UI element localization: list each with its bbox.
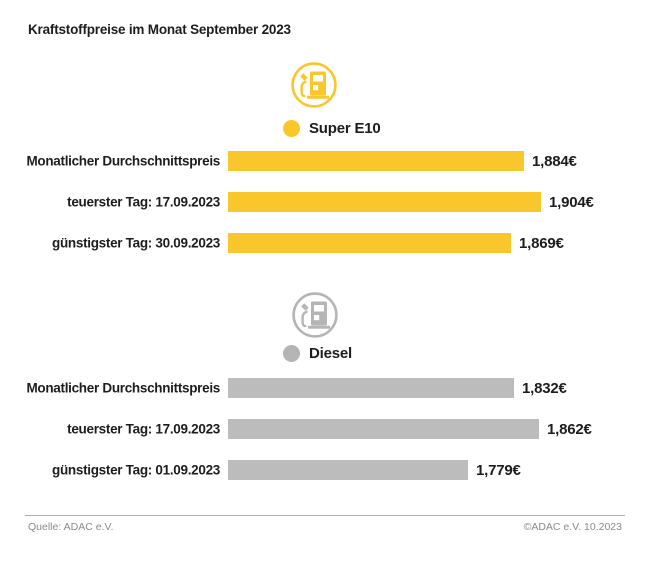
bar-row: teuerster Tag: 17.09.2023 1,904€ <box>0 192 650 212</box>
bar-row: Monatlicher Durchschnittspreis 1,832€ <box>0 378 650 398</box>
bar-value: 1,779€ <box>476 461 521 479</box>
price-bar <box>228 151 524 171</box>
legend-super-e10: Super E10 <box>283 119 381 137</box>
legend-dot-icon <box>283 344 300 362</box>
legend-label: Diesel <box>309 344 352 362</box>
fuel-pump-icon <box>290 61 338 109</box>
page-title: Kraftstoffpreise im Monat September 2023 <box>28 22 291 37</box>
legend-label: Super E10 <box>309 119 381 137</box>
price-bar <box>228 192 541 212</box>
bar-value: 1,884€ <box>532 152 577 170</box>
bar-label: Monatlicher Durchschnittspreis <box>26 153 220 169</box>
bar-row: günstigster Tag: 01.09.2023 1,779€ <box>0 460 650 480</box>
bar-label: Monatlicher Durchschnittspreis <box>26 380 220 396</box>
price-bar <box>228 233 511 253</box>
bar-value: 1,832€ <box>522 379 567 397</box>
legend-diesel: Diesel <box>283 344 352 362</box>
bar-label: günstigster Tag: 30.09.2023 <box>52 235 220 251</box>
bar-value: 1,904€ <box>549 193 594 211</box>
price-bar <box>228 419 539 439</box>
footer-divider <box>25 515 625 516</box>
bar-row: teuerster Tag: 17.09.2023 1,862€ <box>0 419 650 439</box>
bar-label: teuerster Tag: 17.09.2023 <box>67 194 220 210</box>
copyright-note: ©ADAC e.V. 10.2023 <box>523 521 622 533</box>
bar-value: 1,869€ <box>519 234 564 252</box>
fuel-pump-icon <box>291 291 339 339</box>
bar-label: günstigster Tag: 01.09.2023 <box>52 462 220 478</box>
bar-label: teuerster Tag: 17.09.2023 <box>67 421 220 437</box>
price-bar <box>228 460 468 480</box>
bar-row: günstigster Tag: 30.09.2023 1,869€ <box>0 233 650 253</box>
bar-value: 1,862€ <box>547 420 592 438</box>
legend-dot-icon <box>283 119 300 137</box>
bar-row: Monatlicher Durchschnittspreis 1,884€ <box>0 151 650 171</box>
source-note: Quelle: ADAC e.V. <box>28 521 114 533</box>
price-bar <box>228 378 514 398</box>
